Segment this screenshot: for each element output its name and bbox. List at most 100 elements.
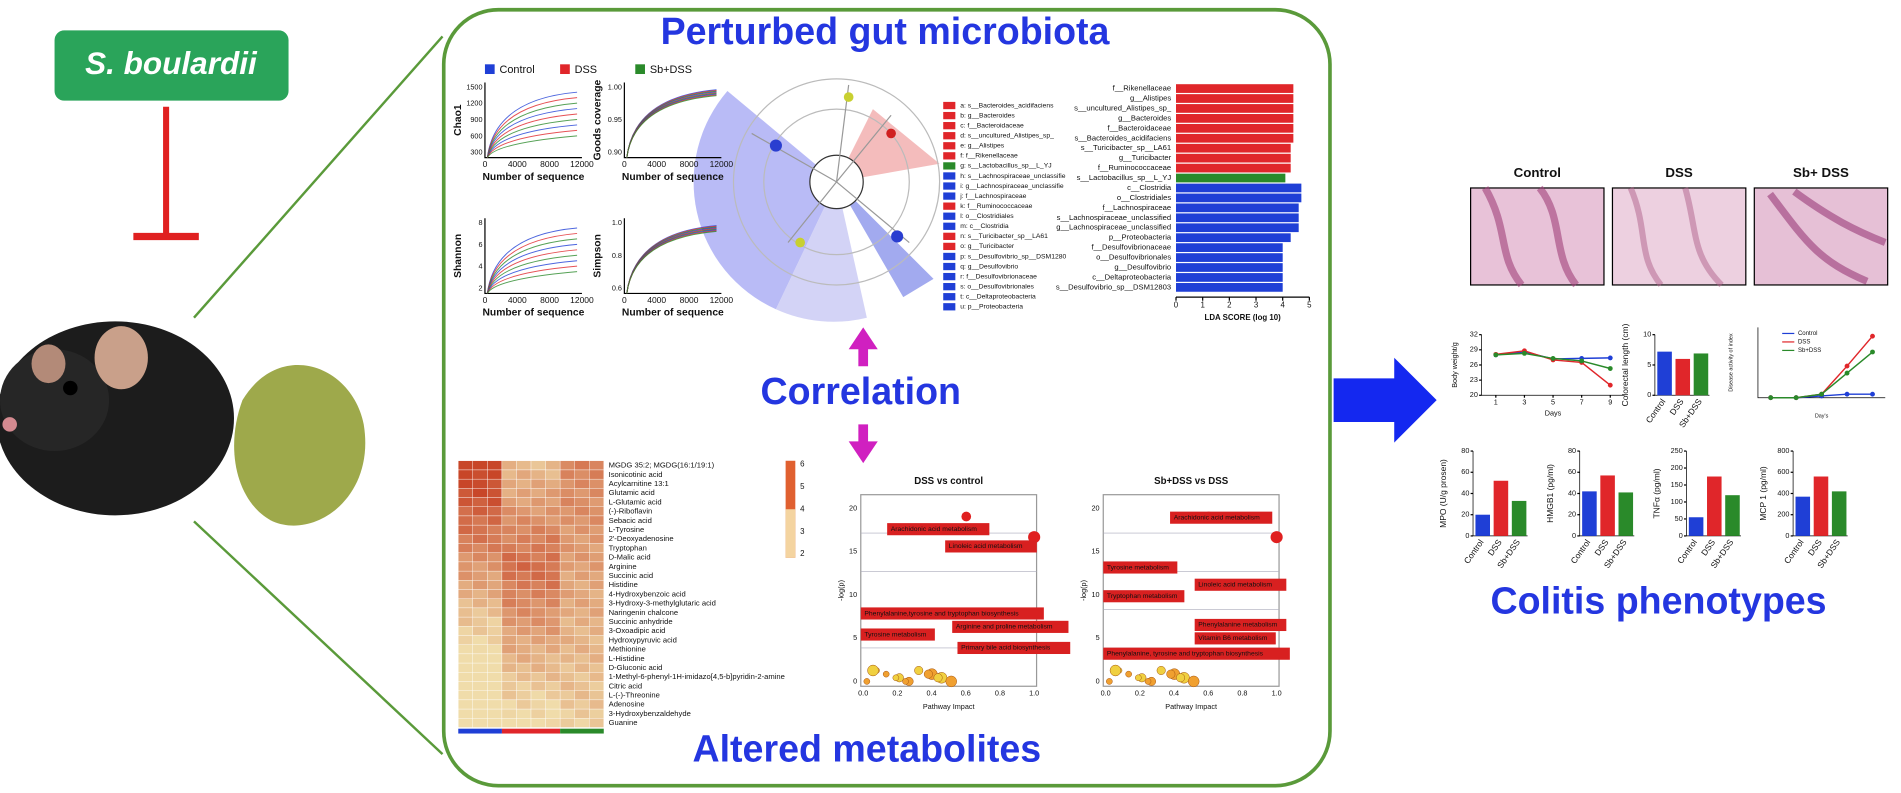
series-line	[1770, 335, 1874, 399]
lda-bar	[1176, 153, 1291, 163]
heatmap-cell	[487, 570, 503, 581]
x-tick-label: 0.8	[1237, 688, 1247, 697]
heatmap-cell	[574, 561, 590, 572]
heatmap-cell	[574, 718, 590, 728]
heatmap-cell	[458, 561, 474, 572]
heatmap-cell	[458, 488, 474, 498]
y-tick-label: 40	[1461, 488, 1469, 497]
heatmap-row-label: Glutamic acid	[609, 488, 655, 497]
section-title: Perturbed gut microbiota	[661, 10, 1111, 52]
lda-feature: g__Bacteroides	[1118, 113, 1171, 122]
feces	[234, 365, 366, 526]
heatmap-cell	[559, 699, 575, 710]
scale-tick-label: 4	[800, 504, 805, 513]
lda-bar	[1176, 213, 1299, 223]
scale-tick-label: 6	[800, 459, 805, 468]
rarefaction-curve	[486, 227, 578, 294]
pathway-point	[863, 678, 871, 685]
heatmap-cell	[501, 570, 517, 581]
lda-bar	[1176, 84, 1294, 93]
clade-node	[795, 237, 806, 248]
legend-swatch	[635, 64, 645, 75]
x-tick-label: 0.6	[961, 688, 971, 697]
heatmap-row-label: D-Malic acid	[609, 553, 651, 562]
clade-label: d: s__uncultured_Alistipes_sp_	[960, 133, 1054, 140]
bar	[1511, 500, 1527, 536]
pathway-point	[1144, 678, 1152, 685]
heatmap-cell	[487, 524, 503, 535]
clade-wedge	[836, 109, 940, 182]
y-tick-label: 20	[1568, 510, 1576, 519]
heatmap-cell	[559, 589, 575, 599]
x-tick-label: 4000	[647, 159, 666, 169]
pathway-label-box	[1170, 511, 1273, 524]
y-tick-label: 20	[1470, 390, 1478, 399]
heatmap-cell	[487, 635, 503, 645]
bar	[1582, 491, 1597, 536]
series-point	[1607, 382, 1613, 388]
x-tick-label: 0.2	[1135, 688, 1145, 697]
heatmap-cell	[472, 552, 488, 563]
heatmap-cell	[574, 497, 590, 507]
heatmap-cell	[589, 478, 604, 489]
mouse-head	[0, 349, 110, 452]
heatmap-cell	[501, 708, 517, 719]
heatmap-row-label: 3-Hydroxybenzaldehyde	[609, 709, 691, 718]
heatmap-cell	[458, 626, 474, 636]
bar	[1725, 495, 1740, 536]
heatmap-cell	[516, 469, 532, 480]
x-tick-label: 12000	[570, 159, 594, 169]
heatmap-cell	[530, 515, 546, 526]
heatmap-row-label: L-Histidine	[609, 654, 645, 663]
y-tick-label: 20	[849, 504, 857, 513]
heatmap-cell	[574, 570, 590, 581]
heatmap-cell	[545, 589, 561, 599]
heatmap-cell	[559, 488, 575, 498]
series-point	[1579, 358, 1585, 364]
heatmap-cell	[530, 662, 546, 673]
clade-swatch	[943, 182, 956, 190]
heatmap-cell	[501, 626, 517, 636]
heatmap-cell	[487, 497, 503, 507]
heatmap-cell	[589, 635, 604, 645]
y-tick-label: 0	[1785, 531, 1789, 540]
heatmap-cell	[472, 616, 488, 627]
pathway-point	[1125, 670, 1132, 678]
heatmap-cell	[530, 524, 546, 535]
heatmap-cell	[559, 534, 575, 544]
x-axis-label: LDA SCORE (log 10)	[1205, 313, 1282, 322]
series-point	[1768, 395, 1774, 401]
heatmap-cell	[458, 662, 474, 673]
heatmap-cell	[559, 469, 575, 480]
clade-ring	[732, 78, 941, 286]
heatmap-row-label: Sebacic acid	[609, 516, 652, 525]
heatmap-cell	[501, 478, 517, 489]
y-tick-label: 2	[478, 284, 482, 293]
heatmap-cell	[516, 672, 532, 682]
y-axis-label: MPO (U/g prosen)	[1438, 459, 1448, 528]
x-tick-label: 12000	[710, 295, 734, 305]
heatmap-cell	[458, 580, 474, 590]
heatmap-cell	[472, 488, 488, 498]
heatmap-cell	[589, 681, 604, 691]
pathway-label: Primary bile acid biosynthesis	[961, 645, 1051, 652]
heatmap-cell	[589, 543, 604, 553]
heatmap-row-label: Arginine	[609, 562, 637, 571]
legend-label: Sb+DSS	[1798, 348, 1821, 354]
heatmap-cell	[530, 626, 546, 636]
lda-bar	[1176, 203, 1299, 213]
heatmap-cell	[501, 469, 517, 480]
heatmap-cell	[545, 672, 561, 682]
lda-bar	[1176, 123, 1294, 133]
heatmap-cell	[501, 718, 517, 728]
heatmap-cell	[472, 460, 488, 471]
heatmap-cell	[458, 506, 474, 517]
tissue	[1481, 185, 1580, 288]
heatmap-cell	[574, 653, 590, 664]
heatmap-cell	[574, 644, 590, 655]
lda-bar	[1176, 163, 1291, 173]
heatmap-cell	[487, 708, 503, 719]
series-point	[1870, 391, 1875, 397]
heatmap-cell	[545, 708, 561, 719]
y-tick-label: 0	[1572, 531, 1576, 540]
